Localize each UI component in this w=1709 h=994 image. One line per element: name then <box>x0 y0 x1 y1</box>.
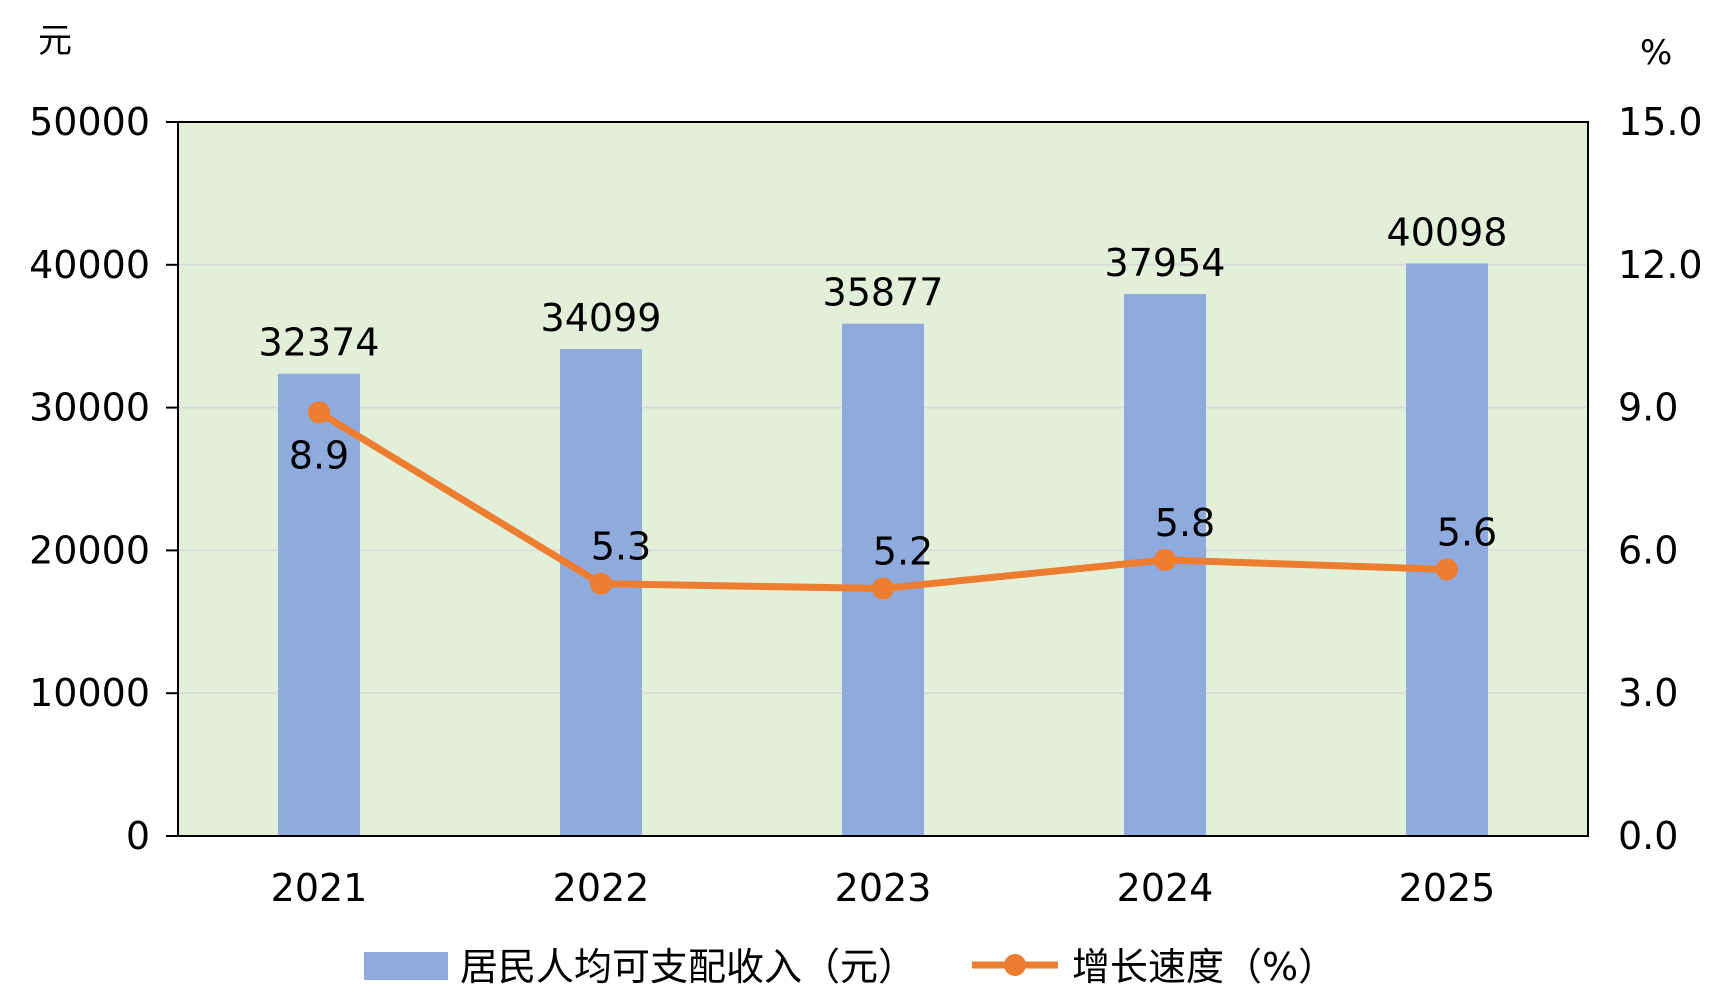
legend: 居民人均可支配收入（元） 增长速度（%） <box>364 945 1336 989</box>
growth-point <box>872 577 894 600</box>
growth-point-label: 5.8 <box>1155 501 1215 545</box>
growth-point-label: 5.6 <box>1437 510 1497 554</box>
right-axis-unit: % <box>1640 33 1672 73</box>
left-axis-tick-label: 30000 <box>29 386 150 430</box>
x-axis-tick-label: 2024 <box>1117 866 1214 910</box>
left-axis-unit: 元 <box>38 21 72 61</box>
right-axis-tick-label: 3.0 <box>1618 671 1678 715</box>
right-axis-tick-label: 6.0 <box>1618 528 1678 572</box>
right-axis-tick-label: 9.0 <box>1618 386 1678 430</box>
income-bar-label: 37954 <box>1105 241 1226 285</box>
x-axis-tick-label: 2021 <box>271 866 368 910</box>
right-axis: 0.0 3.0 6.0 9.0 12.0 15.0 <box>1618 100 1703 858</box>
legend-bar-label: 居民人均可支配收入（元） <box>460 945 916 989</box>
growth-point-label: 5.2 <box>873 529 933 573</box>
left-axis-tick-label: 40000 <box>29 243 150 287</box>
left-axis-tick-label: 0 <box>126 814 150 858</box>
income-bar-label: 32374 <box>259 321 380 365</box>
income-bar <box>1406 263 1488 836</box>
income-bar <box>278 373 360 836</box>
growth-point <box>308 401 330 424</box>
growth-point <box>1154 548 1176 571</box>
x-axis-tick-label: 2023 <box>835 866 932 910</box>
income-bar-label: 40098 <box>1387 210 1508 254</box>
right-axis-tick-label: 0.0 <box>1618 814 1678 858</box>
income-bar-label: 34099 <box>541 296 662 340</box>
legend-line-label: 增长速度（%） <box>1072 945 1336 989</box>
growth-line <box>308 401 1458 600</box>
legend-bar-swatch <box>364 952 448 980</box>
right-axis-tick-label: 15.0 <box>1618 100 1703 144</box>
x-axis-tick-label: 2022 <box>553 866 650 910</box>
growth-point <box>1436 558 1458 581</box>
growth-point-label: 5.3 <box>591 525 651 569</box>
left-axis-tick-label: 20000 <box>29 528 150 572</box>
x-axis-tick-label: 2025 <box>1399 866 1496 910</box>
left-axis-tick-label: 50000 <box>29 100 150 144</box>
growth-point <box>590 572 612 595</box>
x-axis: 2021 2022 2023 2024 2025 <box>271 866 1496 910</box>
left-axis-tick-label: 10000 <box>29 671 150 715</box>
left-axis: 0 10000 20000 30000 40000 50000 <box>29 100 178 858</box>
growth-point-label: 8.9 <box>289 433 349 477</box>
legend-line-marker <box>1004 954 1026 976</box>
income-bar-label: 35877 <box>823 271 944 315</box>
right-axis-tick-label: 12.0 <box>1618 243 1703 287</box>
plot-area-border <box>177 121 1589 837</box>
data-labels: 32374 34099 35877 37954 40098 8.9 5.3 5.2 5.8 5.6 <box>259 210 1508 573</box>
